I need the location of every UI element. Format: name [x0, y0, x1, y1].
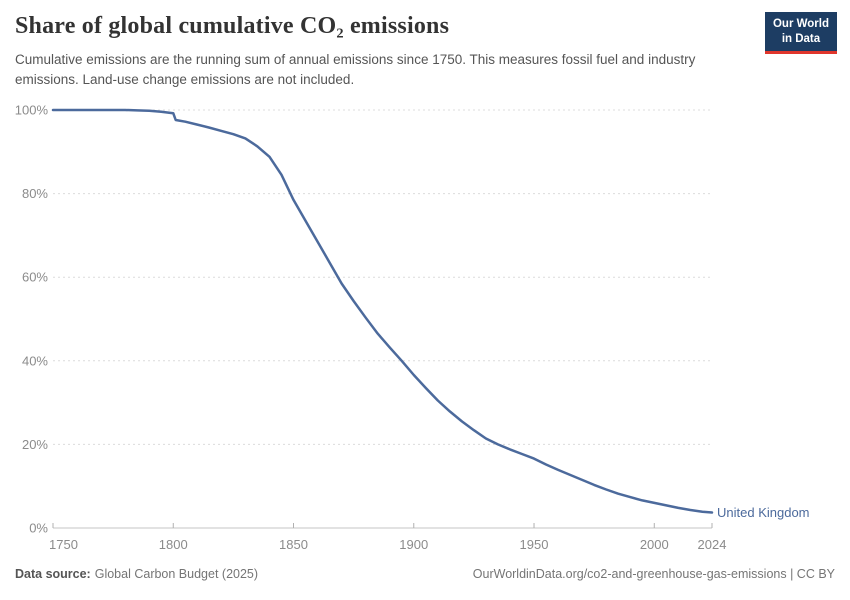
- x-tick-label-1900: 1900: [399, 537, 428, 552]
- data-source-text: Global Carbon Budget (2025): [94, 567, 259, 581]
- y-tick-label-80: 80%: [22, 186, 48, 201]
- y-tick-label-40: 40%: [22, 353, 48, 368]
- owid-url-link[interactable]: OurWorldinData.org/co2-and-greenhouse-ga…: [472, 567, 835, 581]
- x-tick-label-1850: 1850: [279, 537, 308, 552]
- series-line-united-kingdom[interactable]: [51, 108, 714, 514]
- data-source: Data source: Global Carbon Budget (2025): [15, 567, 258, 581]
- y-tick-label-20: 20%: [22, 437, 48, 452]
- chart-footer: Data source: Global Carbon Budget (2025) …: [15, 567, 835, 581]
- owid-logo-line2: in Data: [781, 32, 821, 45]
- data-source-label: Data source:: [15, 567, 91, 581]
- series-end-label[interactable]: United Kingdom: [717, 505, 810, 520]
- page-subtitle: Cumulative emissions are the running sum…: [15, 52, 696, 88]
- page-title: Share of global cumulative CO₂ emissions: [15, 13, 450, 39]
- x-tick-label-1750: 1750: [49, 537, 78, 552]
- x-tick-label-2000: 2000: [640, 537, 669, 552]
- y-tick-label-0: 0%: [29, 521, 48, 536]
- owid-logo-line1: Our World: [772, 18, 829, 30]
- x-tick-label-1800: 1800: [159, 537, 188, 552]
- owid-logo[interactable]: Our World in Data: [764, 12, 837, 54]
- x-tick-label-1950: 1950: [520, 537, 549, 552]
- y-tick-label-100: 100%: [15, 103, 49, 118]
- x-tick-label-2024: 2024: [698, 537, 727, 552]
- y-tick-label-60: 60%: [22, 270, 48, 285]
